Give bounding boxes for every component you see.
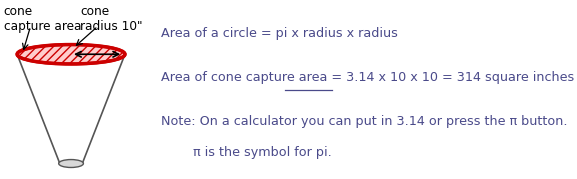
Text: cone
radius 10": cone radius 10" bbox=[80, 5, 143, 33]
Text: Area of a circle = pi x radius x radius: Area of a circle = pi x radius x radius bbox=[161, 27, 398, 40]
Text: Note: On a calculator you can put in 3.14 or press the π button.: Note: On a calculator you can put in 3.1… bbox=[161, 115, 567, 128]
Ellipse shape bbox=[59, 159, 84, 168]
Ellipse shape bbox=[17, 45, 125, 64]
Text: π is the symbol for pi.: π is the symbol for pi. bbox=[161, 146, 332, 159]
Text: Area of cone capture area = 3.14 x 10 x 10 = 314 square inches: Area of cone capture area = 3.14 x 10 x … bbox=[161, 71, 574, 84]
Text: cone
capture area: cone capture area bbox=[3, 5, 81, 33]
